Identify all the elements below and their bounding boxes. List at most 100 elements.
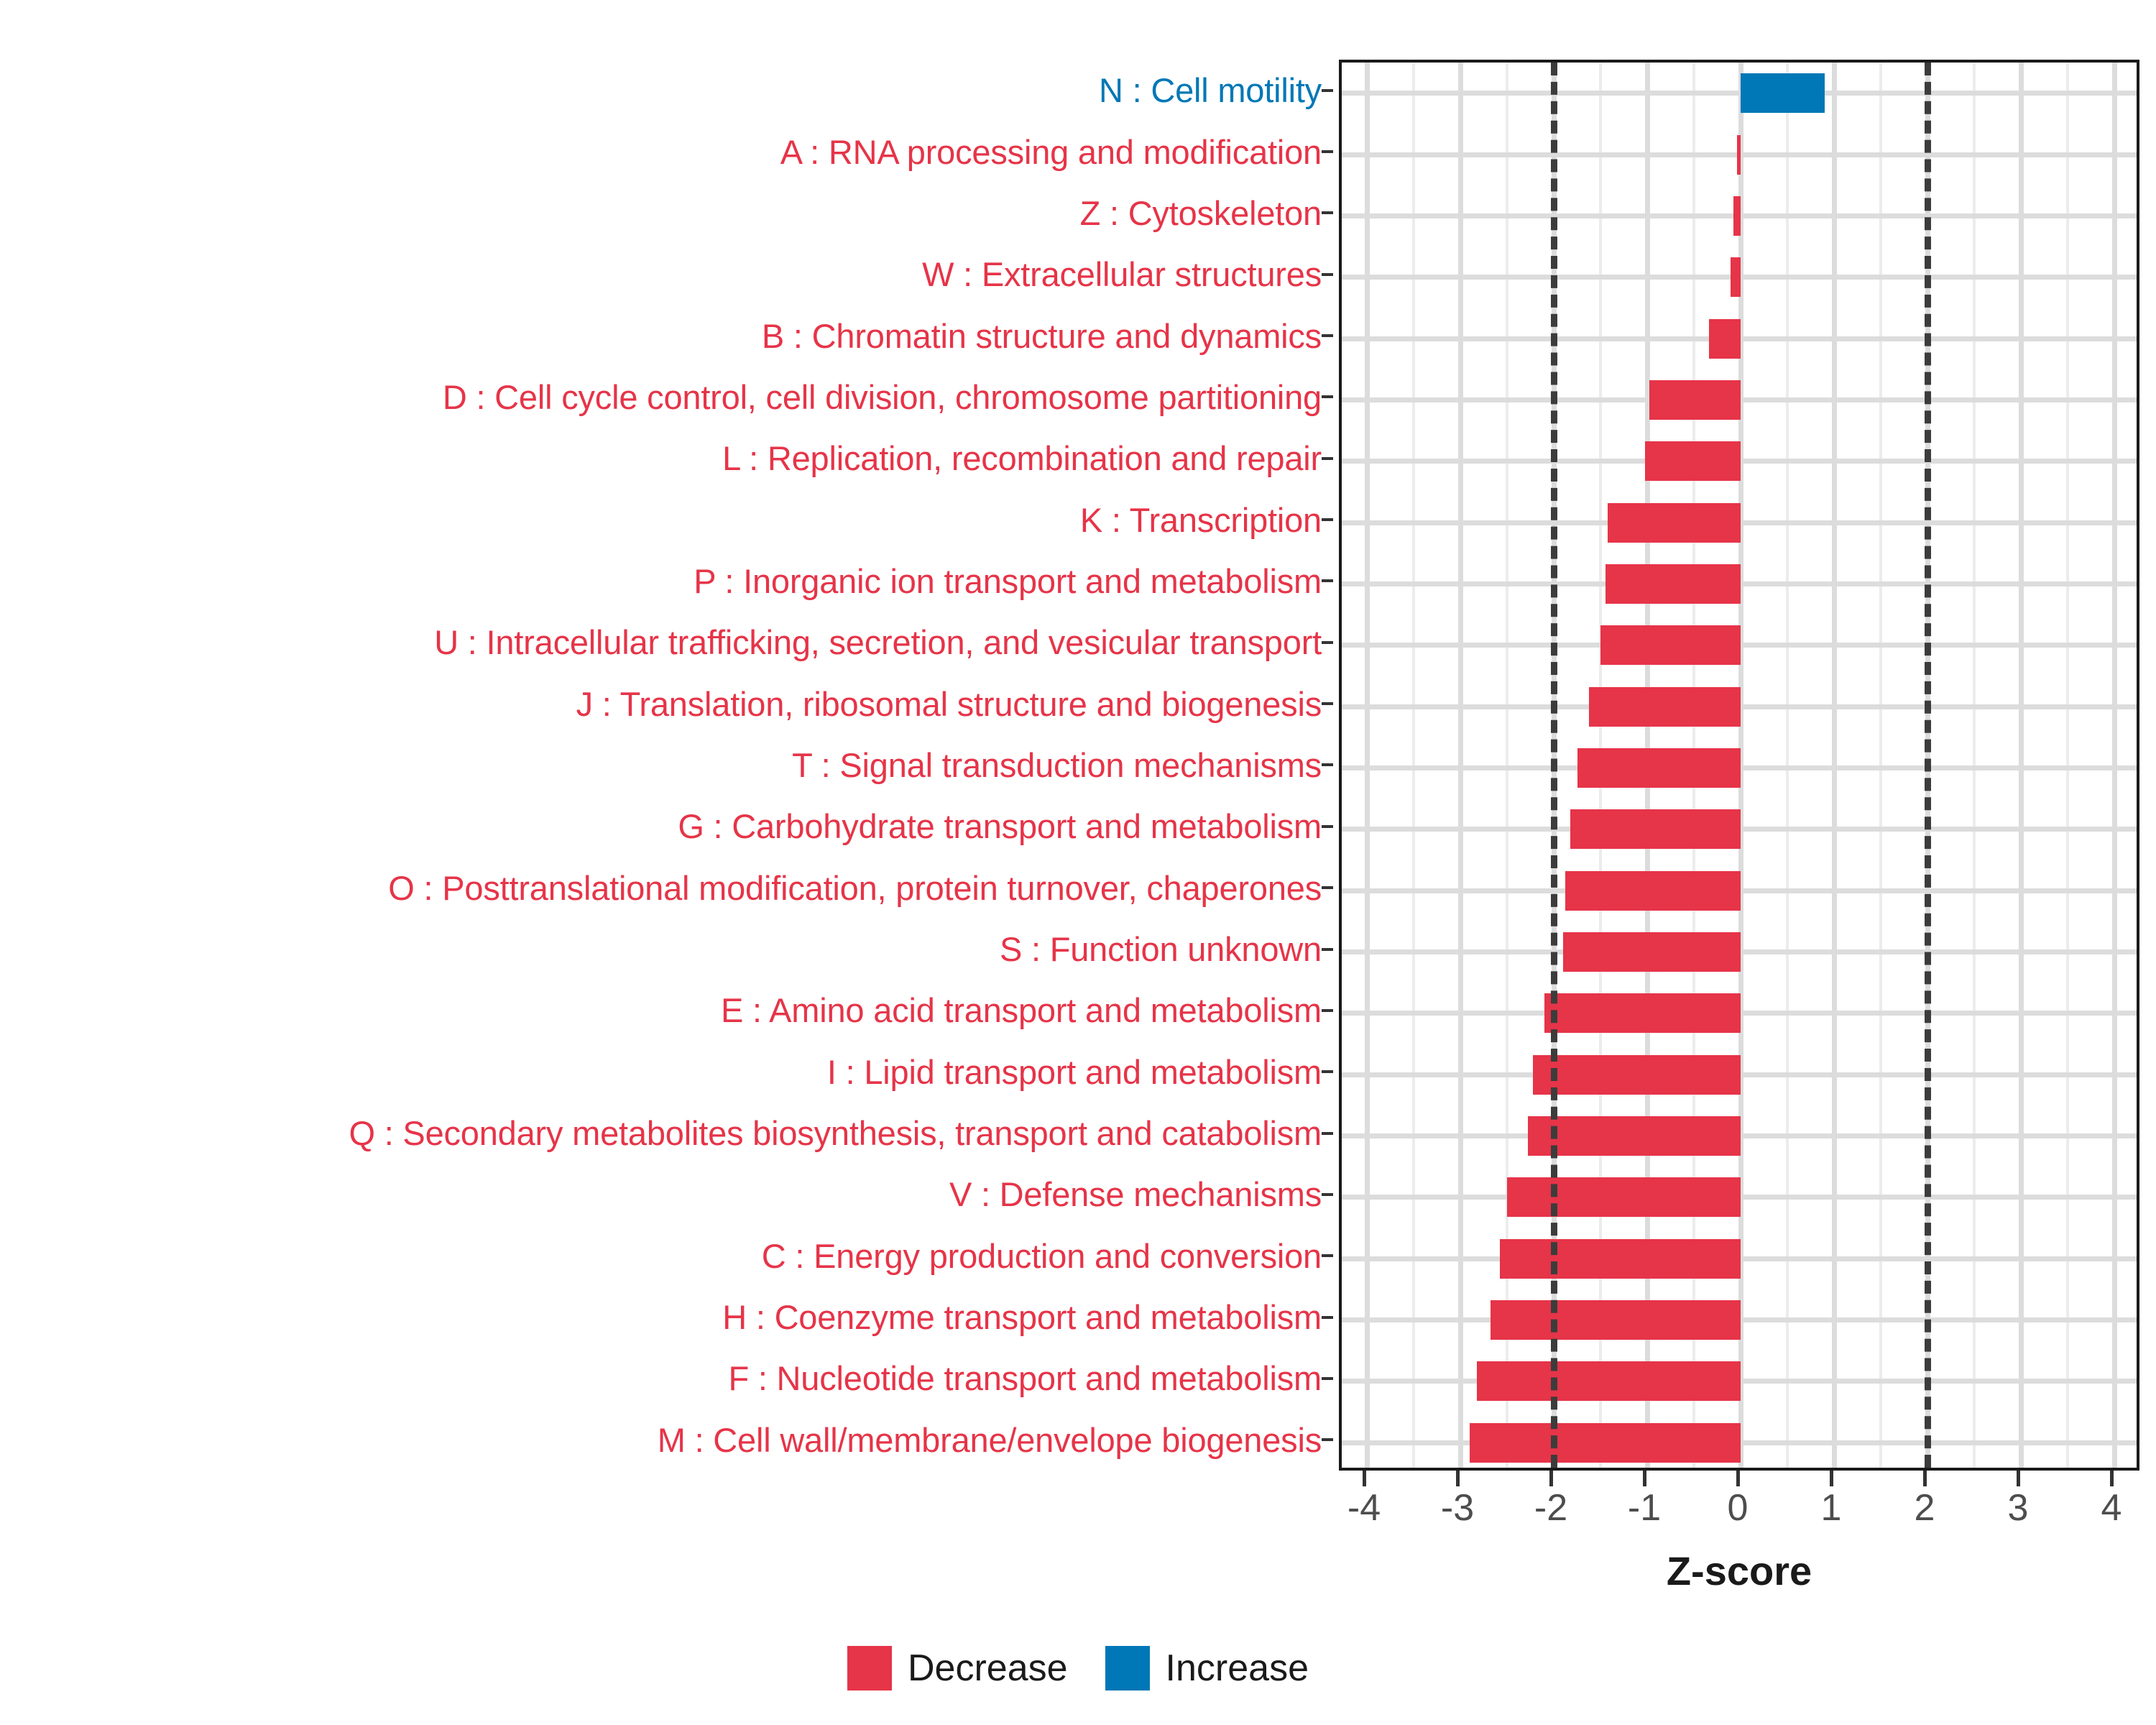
x-tick-mark: [2016, 1471, 2020, 1486]
x-tick-label: -2: [1534, 1487, 1568, 1529]
threshold-line: [1550, 63, 1557, 1468]
bar[interactable]: [1589, 686, 1741, 727]
bar[interactable]: [1600, 625, 1741, 666]
x-tick-label: 3: [2007, 1487, 2029, 1529]
x-tick-mark: [1642, 1471, 1646, 1486]
category-label: J : Translation, ribosomal structure and…: [576, 684, 1322, 723]
bar[interactable]: [1649, 380, 1741, 420]
legend-item[interactable]: Decrease: [847, 1646, 1068, 1690]
category-label: H : Coenzyme transport and metabolism: [722, 1298, 1322, 1337]
legend-item[interactable]: Increase: [1105, 1646, 1309, 1690]
bar[interactable]: [1499, 1238, 1741, 1279]
x-tick-label: -3: [1440, 1487, 1475, 1529]
x-tick-label: 0: [1727, 1487, 1749, 1529]
legend-label: Decrease: [907, 1647, 1068, 1689]
vertical-gridline-major: [2111, 63, 2117, 1468]
vertical-gridline-minor: [1506, 63, 1508, 1468]
category-tick-mark: [1322, 763, 1333, 767]
bar[interactable]: [1733, 196, 1741, 236]
bar[interactable]: [1708, 318, 1741, 359]
category-tick-mark: [1322, 211, 1333, 215]
legend-label: Increase: [1165, 1647, 1309, 1689]
x-axis: -4 -3 -2 -1 0 1 2 3 4: [1339, 1471, 2139, 1557]
category-label: C : Energy production and conversion: [761, 1236, 1322, 1275]
category-label: D : Cell cycle control, cell division, c…: [442, 377, 1322, 416]
x-axis-title: Z-score: [1666, 1548, 1812, 1593]
vertical-gridline-minor: [1973, 63, 1976, 1468]
category-tick-mark: [1322, 1254, 1333, 1258]
category-axis-labels: N : Cell motility A : RNA processing and …: [0, 60, 1333, 1471]
x-tick-mark: [1829, 1471, 1833, 1486]
x-tick-label: -1: [1627, 1487, 1662, 1529]
vertical-gridline-minor: [1786, 63, 1789, 1468]
category-label-row: U : Intracellular trafficking, secretion…: [0, 612, 1333, 673]
bar[interactable]: [1730, 257, 1741, 298]
category-tick-mark: [1322, 824, 1333, 828]
category-label-row: W : Extracellular structures: [0, 244, 1333, 305]
category-label: K : Transcription: [1079, 500, 1322, 539]
category-label: T : Signal transduction mechanisms: [792, 745, 1322, 784]
category-label: Z : Cytoskeleton: [1079, 193, 1322, 232]
category-label-row: C : Energy production and conversion: [0, 1225, 1333, 1287]
category-tick-mark: [1322, 579, 1333, 583]
category-tick-mark: [1322, 1131, 1333, 1135]
category-label-row: F : Nucleotide transport and metabolism: [0, 1348, 1333, 1409]
bar[interactable]: [1563, 932, 1741, 972]
category-label-row: S : Function unknown: [0, 919, 1333, 980]
bar[interactable]: [1645, 441, 1741, 482]
bar[interactable]: [1608, 502, 1741, 543]
bar[interactable]: [1527, 1116, 1741, 1156]
category-label-row: A : RNA processing and modification: [0, 121, 1333, 182]
bar[interactable]: [1577, 748, 1741, 788]
category-label: F : Nucleotide transport and metabolism: [728, 1359, 1322, 1398]
x-tick-label: -4: [1347, 1487, 1381, 1529]
horizontal-gridline: [1342, 91, 2137, 96]
category-tick-mark: [1322, 886, 1333, 890]
category-label-row: H : Coenzyme transport and metabolism: [0, 1287, 1333, 1348]
category-label: E : Amino acid transport and metabolism: [721, 991, 1322, 1030]
bar[interactable]: [1605, 564, 1741, 604]
x-tick-mark: [1736, 1471, 1740, 1486]
category-tick-mark: [1322, 1376, 1333, 1380]
bar[interactable]: [1507, 1177, 1741, 1218]
category-tick-mark: [1322, 947, 1333, 951]
legend: Decrease Increase: [0, 1646, 2156, 1690]
category-label: Q : Secondary metabolites biosynthesis, …: [349, 1114, 1322, 1153]
bar[interactable]: [1470, 1422, 1741, 1463]
category-label: P : Inorganic ion transport and metaboli…: [694, 561, 1322, 600]
bar[interactable]: [1490, 1300, 1741, 1340]
category-label-row: B : Chromatin structure and dynamics: [0, 305, 1333, 366]
category-tick-mark: [1322, 1070, 1333, 1074]
x-tick-mark: [1362, 1471, 1366, 1486]
category-label-row: K : Transcription: [0, 489, 1333, 550]
bar[interactable]: [1477, 1361, 1741, 1402]
vertical-gridline-major: [1831, 63, 1837, 1468]
vertical-gridline-major: [1738, 63, 1743, 1468]
bar[interactable]: [1565, 870, 1741, 911]
plot-panel: [1339, 60, 2139, 1471]
bar[interactable]: [1736, 134, 1741, 175]
category-label-row: Z : Cytoskeleton: [0, 183, 1333, 244]
category-label-row: L : Replication, recombination and repai…: [0, 428, 1333, 489]
category-label: L : Replication, recombination and repai…: [722, 439, 1322, 478]
x-tick-label: 4: [2101, 1487, 2122, 1529]
category-tick-mark: [1322, 1008, 1333, 1012]
bar[interactable]: [1570, 809, 1741, 850]
bar[interactable]: [1544, 993, 1741, 1034]
threshold-line: [1924, 63, 1931, 1468]
vertical-gridline-minor: [1412, 63, 1415, 1468]
category-label-row: J : Translation, ribosomal structure and…: [0, 673, 1333, 734]
bar[interactable]: [1741, 73, 1825, 114]
category-label-row: Q : Secondary metabolites biosynthesis, …: [0, 1103, 1333, 1164]
category-label: M : Cell wall/membrane/envelope biogenes…: [657, 1420, 1322, 1459]
category-tick-mark: [1322, 272, 1333, 276]
bar[interactable]: [1533, 1054, 1741, 1095]
category-tick-mark: [1322, 334, 1333, 338]
category-label-row: P : Inorganic ion transport and metaboli…: [0, 551, 1333, 612]
category-label: W : Extracellular structures: [922, 255, 1322, 294]
category-tick-mark: [1322, 395, 1333, 399]
x-tick-mark: [2109, 1471, 2114, 1486]
category-label: U : Intracellular trafficking, secretion…: [434, 623, 1322, 662]
category-label-row: I : Lipid transport and metabolism: [0, 1041, 1333, 1103]
